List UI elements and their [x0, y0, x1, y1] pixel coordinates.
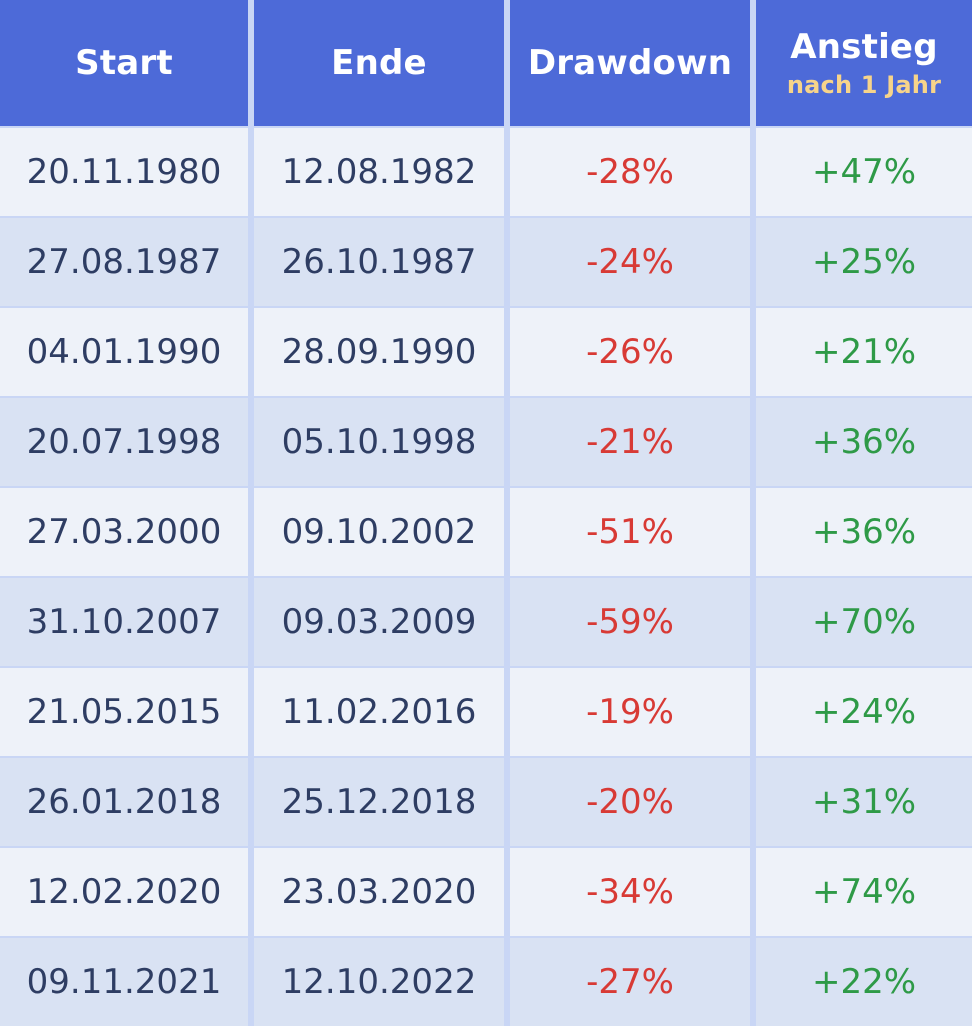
table-row: 20.11.1980 12.08.1982 -28% +47% [0, 128, 972, 216]
cell-ende: 09.10.2002 [254, 488, 504, 576]
cell-drawdown: -34% [510, 848, 750, 936]
header-anstieg: Anstieg nach 1 Jahr [756, 0, 972, 126]
header-drawdown-label: Drawdown [527, 43, 733, 83]
cell-drawdown: -59% [510, 578, 750, 666]
table-row: 12.02.2020 23.03.2020 -34% +74% [0, 848, 972, 936]
header-start: Start [0, 0, 248, 126]
header-anstieg-label: Anstieg [790, 27, 938, 67]
cell-start: 20.11.1980 [0, 128, 248, 216]
cell-drawdown: -19% [510, 668, 750, 756]
cell-ende: 12.08.1982 [254, 128, 504, 216]
cell-anstieg: +25% [756, 218, 972, 306]
cell-start: 04.01.1990 [0, 308, 248, 396]
cell-ende: 09.03.2009 [254, 578, 504, 666]
cell-drawdown: -24% [510, 218, 750, 306]
header-ende-label: Ende [331, 43, 427, 83]
cell-anstieg: +36% [756, 398, 972, 486]
cell-anstieg: +21% [756, 308, 972, 396]
cell-ende: 12.10.2022 [254, 938, 504, 1026]
cell-anstieg: +70% [756, 578, 972, 666]
table-row: 09.11.2021 12.10.2022 -27% +22% [0, 938, 972, 1026]
cell-start: 27.08.1987 [0, 218, 248, 306]
cell-ende: 25.12.2018 [254, 758, 504, 846]
cell-start: 20.07.1998 [0, 398, 248, 486]
table-row: 27.03.2000 09.10.2002 -51% +36% [0, 488, 972, 576]
cell-drawdown: -51% [510, 488, 750, 576]
cell-start: 26.01.2018 [0, 758, 248, 846]
table-header: Start Ende Drawdown Anstieg nach 1 Jahr [0, 0, 972, 126]
cell-drawdown: -21% [510, 398, 750, 486]
cell-start: 09.11.2021 [0, 938, 248, 1026]
cell-ende: 28.09.1990 [254, 308, 504, 396]
table-row: 20.07.1998 05.10.1998 -21% +36% [0, 398, 972, 486]
cell-anstieg: +24% [756, 668, 972, 756]
cell-ende: 11.02.2016 [254, 668, 504, 756]
header-start-label: Start [75, 43, 173, 83]
cell-start: 31.10.2007 [0, 578, 248, 666]
header-ende: Ende [254, 0, 504, 126]
cell-drawdown: -28% [510, 128, 750, 216]
table-row: 31.10.2007 09.03.2009 -59% +70% [0, 578, 972, 666]
cell-start: 21.05.2015 [0, 668, 248, 756]
cell-anstieg: +74% [756, 848, 972, 936]
table-row: 04.01.1990 28.09.1990 -26% +21% [0, 308, 972, 396]
cell-ende: 05.10.1998 [254, 398, 504, 486]
cell-start: 27.03.2000 [0, 488, 248, 576]
cell-ende: 26.10.1987 [254, 218, 504, 306]
cell-start: 12.02.2020 [0, 848, 248, 936]
cell-drawdown: -26% [510, 308, 750, 396]
cell-anstieg: +22% [756, 938, 972, 1026]
cell-anstieg: +36% [756, 488, 972, 576]
cell-drawdown: -20% [510, 758, 750, 846]
cell-ende: 23.03.2020 [254, 848, 504, 936]
table-row: 21.05.2015 11.02.2016 -19% +24% [0, 668, 972, 756]
header-anstieg-sublabel: nach 1 Jahr [786, 71, 942, 99]
header-drawdown: Drawdown [510, 0, 750, 126]
cell-anstieg: +31% [756, 758, 972, 846]
table-row: 26.01.2018 25.12.2018 -20% +31% [0, 758, 972, 846]
cell-anstieg: +47% [756, 128, 972, 216]
table-row: 27.08.1987 26.10.1987 -24% +25% [0, 218, 972, 306]
cell-drawdown: -27% [510, 938, 750, 1026]
